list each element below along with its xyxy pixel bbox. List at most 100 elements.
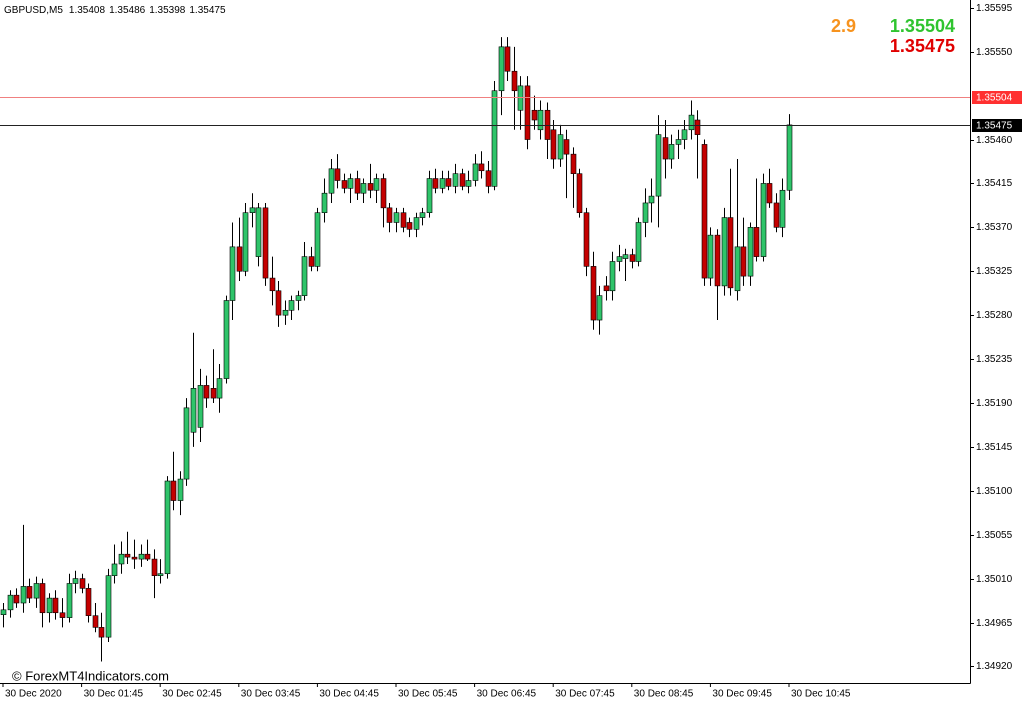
candle-body xyxy=(668,144,675,160)
y-tick-label: 1.35415 xyxy=(976,178,1013,189)
candle-body xyxy=(635,222,642,262)
candle-body xyxy=(321,192,328,214)
candle-body xyxy=(465,180,472,187)
candle-body xyxy=(662,137,669,160)
candle-body xyxy=(98,627,105,638)
candle-body xyxy=(452,173,459,187)
candle-body xyxy=(360,183,367,194)
candle-body xyxy=(13,594,20,604)
candle-body xyxy=(675,139,682,145)
candle-body xyxy=(20,586,27,604)
candle-body xyxy=(72,578,79,584)
candle-body xyxy=(472,163,479,181)
candle-body xyxy=(786,124,793,191)
candle-body xyxy=(773,202,780,228)
x-tick-label: 30 Dec 02:45 xyxy=(162,689,222,700)
candle-body xyxy=(354,178,361,194)
candle-body xyxy=(570,153,577,174)
candle-body xyxy=(164,480,171,575)
candle-body xyxy=(426,178,433,214)
candle-body xyxy=(124,553,131,558)
chart-header: GBPUSD,M5 1.35408 1.35486 1.35398 1.35475 xyxy=(4,5,226,16)
x-tick-label: 30 Dec 07:45 xyxy=(555,689,615,700)
candle-body xyxy=(190,388,197,433)
candle-body xyxy=(236,246,243,272)
candle-body xyxy=(288,300,295,311)
candle-body xyxy=(157,573,164,576)
candle-body xyxy=(39,583,46,614)
candle-body xyxy=(262,207,269,279)
candle-body xyxy=(138,553,145,560)
candle-body xyxy=(210,388,217,399)
y-tick-label: 1.35055 xyxy=(976,530,1013,541)
candle-body xyxy=(249,207,256,214)
candle-body xyxy=(576,173,583,214)
candle-body xyxy=(694,119,701,135)
ask-axis-label: 1.35504 xyxy=(976,93,1013,104)
candle-body xyxy=(367,183,374,191)
x-tick-label: 30 Dec 04:45 xyxy=(319,689,379,700)
candle-body xyxy=(753,227,760,257)
candle-body xyxy=(66,583,73,618)
x-tick-label: 30 Dec 03:45 xyxy=(241,689,301,700)
candle-body xyxy=(478,163,485,172)
x-tick-label: 30 Dec 10:45 xyxy=(791,689,851,700)
ask-value: 1.35504 xyxy=(890,16,955,36)
candle-body xyxy=(295,295,302,301)
candle-body xyxy=(721,217,728,287)
candle-body xyxy=(714,234,721,287)
candle-body xyxy=(393,212,400,223)
candle-body xyxy=(406,222,413,230)
candle-body xyxy=(216,378,223,399)
candle-body xyxy=(655,134,662,197)
candle-body xyxy=(688,114,695,131)
bid-axis-label: 1.35475 xyxy=(976,121,1013,132)
watermark: © ForexMT4Indicators.com xyxy=(12,668,169,683)
candle-body xyxy=(747,227,754,277)
candle-body xyxy=(7,594,14,611)
candle-body xyxy=(242,212,249,272)
candle-body xyxy=(46,597,53,614)
candle-body xyxy=(779,189,786,228)
candle-body xyxy=(563,139,570,155)
y-tick-label: 1.35460 xyxy=(976,135,1013,146)
symbol: GBPUSD,M5 xyxy=(4,5,63,16)
candle-body xyxy=(33,583,40,599)
candle-body xyxy=(517,85,524,111)
y-tick-label: 1.35100 xyxy=(976,486,1013,497)
candle-body xyxy=(203,385,210,399)
candle-body xyxy=(590,266,597,321)
header-close: 1.35475 xyxy=(189,5,226,16)
candle-body xyxy=(616,256,623,262)
candle-body xyxy=(445,178,452,187)
candle-body xyxy=(629,254,636,262)
y-tick-label: 1.34965 xyxy=(976,618,1013,629)
candle-body xyxy=(373,178,380,191)
y-tick-label: 1.35595 xyxy=(976,3,1013,14)
candle-body xyxy=(223,300,230,379)
y-tick-label: 1.35010 xyxy=(976,574,1013,585)
candle-body xyxy=(386,207,393,223)
candle-body xyxy=(419,212,426,218)
candle-body xyxy=(334,168,341,181)
candle-body xyxy=(282,309,289,316)
candle-body xyxy=(642,202,649,223)
candle-body xyxy=(400,212,407,228)
candle-body xyxy=(347,178,354,189)
spread-value: 2.9 xyxy=(831,16,856,36)
candle-body xyxy=(118,553,125,565)
candle-body xyxy=(269,277,276,292)
candle-body xyxy=(609,261,616,292)
candle-body xyxy=(275,290,282,316)
candle-body xyxy=(151,558,158,576)
y-tick-label: 1.34920 xyxy=(976,661,1013,672)
candle-body xyxy=(760,183,767,257)
bid-label-box xyxy=(972,119,1022,132)
candle-body xyxy=(511,70,518,92)
candle-body xyxy=(0,609,7,615)
candle-body xyxy=(734,246,741,292)
candle-body xyxy=(314,212,321,267)
candle-body xyxy=(439,178,446,189)
